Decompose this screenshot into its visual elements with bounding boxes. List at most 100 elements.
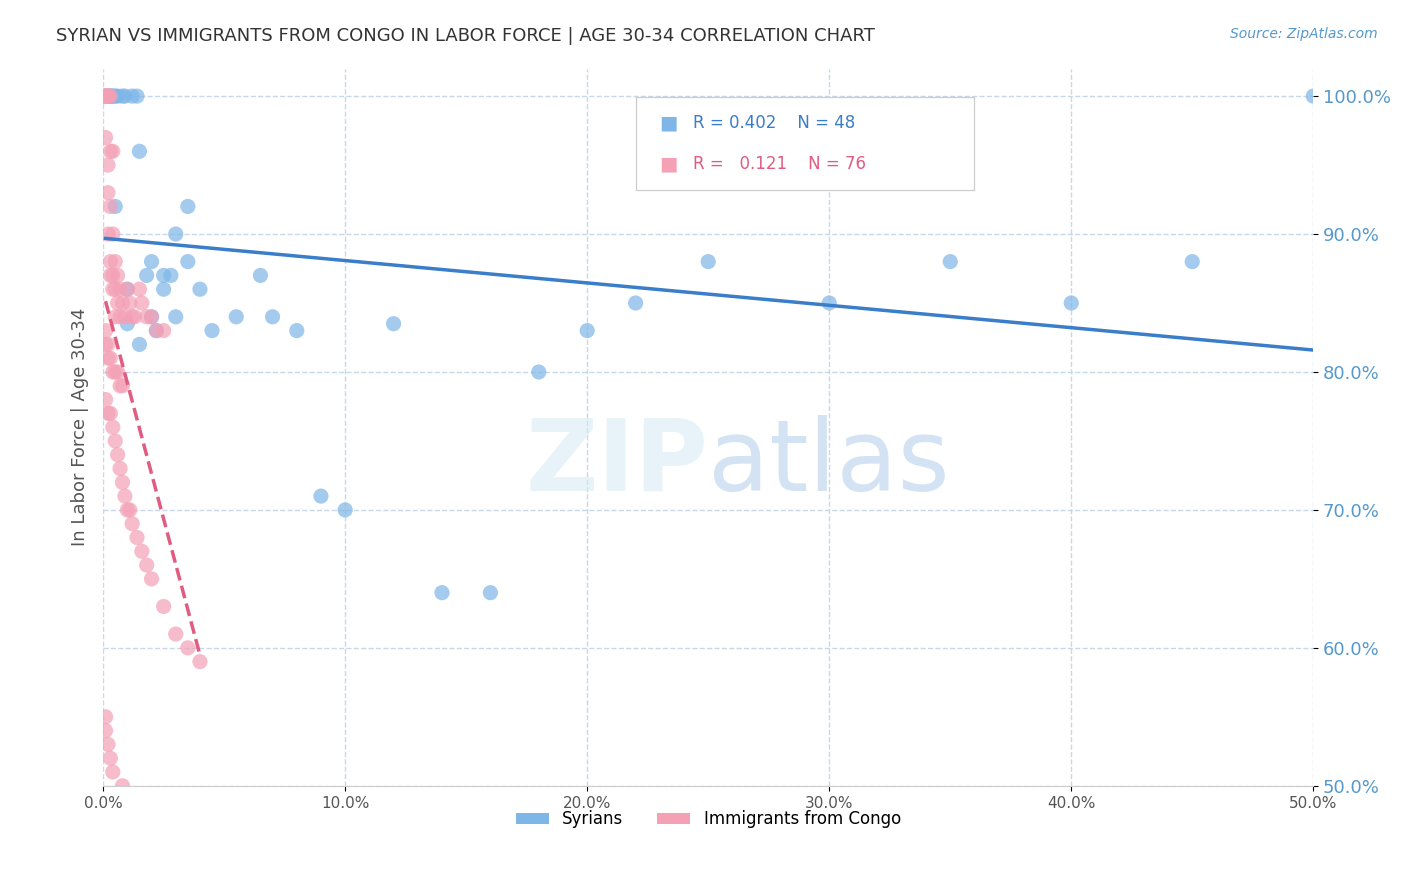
Point: [104, 310, 127, 324]
Point: [121, 516, 143, 531]
Point: [125, 531, 148, 545]
Point: [97, 89, 120, 103]
Point: [97, 227, 120, 241]
Point: [527, 365, 550, 379]
Point: [104, 89, 127, 103]
Point: [131, 296, 153, 310]
Point: [124, 310, 146, 324]
Point: [100, 145, 122, 159]
Point: [97, 186, 120, 200]
Point: [160, 268, 183, 283]
Point: [94, 89, 117, 103]
Point: [100, 751, 122, 765]
Point: [108, 310, 131, 324]
Point: [382, 317, 405, 331]
Point: [94, 89, 117, 103]
Text: SYRIAN VS IMMIGRANTS FROM CONGO IN LABOR FORCE | AGE 30-34 CORRELATION CHART: SYRIAN VS IMMIGRANTS FROM CONGO IN LABOR…: [56, 27, 875, 45]
Point: [177, 640, 200, 655]
Point: [97, 337, 120, 351]
Point: [141, 310, 163, 324]
Point: [94, 710, 117, 724]
Point: [107, 296, 129, 310]
Point: [108, 378, 131, 392]
Point: [479, 585, 502, 599]
Point: [225, 310, 247, 324]
Point: [262, 310, 284, 324]
Point: [128, 145, 150, 159]
Point: [111, 779, 134, 793]
Point: [939, 254, 962, 268]
Point: [697, 254, 720, 268]
Text: Source: ZipAtlas.com: Source: ZipAtlas.com: [1230, 27, 1378, 41]
Point: [141, 310, 163, 324]
Point: [430, 585, 453, 599]
Point: [108, 461, 131, 475]
Point: [104, 199, 127, 213]
Text: atlas: atlas: [709, 415, 950, 511]
Point: [104, 254, 127, 268]
Point: [100, 199, 122, 213]
Point: [100, 268, 122, 283]
Point: [152, 324, 174, 338]
Point: [107, 89, 129, 103]
Point: [100, 89, 122, 103]
Point: [107, 448, 129, 462]
Legend: Syrians, Immigrants from Congo: Syrians, Immigrants from Congo: [509, 804, 907, 835]
Point: [145, 324, 167, 338]
Point: [285, 324, 308, 338]
Point: [100, 351, 122, 366]
Point: [114, 89, 136, 103]
Point: [101, 145, 124, 159]
Point: [101, 764, 124, 779]
Point: [1181, 254, 1204, 268]
Point: [104, 365, 127, 379]
Point: [107, 365, 129, 379]
Point: [94, 130, 117, 145]
Point: [94, 723, 117, 738]
Point: [101, 268, 124, 283]
Point: [145, 324, 167, 338]
Point: [165, 627, 187, 641]
Point: [152, 599, 174, 614]
Point: [333, 503, 356, 517]
Point: [177, 254, 200, 268]
Text: ZIP: ZIP: [526, 415, 709, 511]
Point: [117, 282, 139, 296]
Point: [104, 434, 127, 448]
Point: [135, 310, 157, 324]
Point: [97, 738, 120, 752]
Point: [128, 337, 150, 351]
Point: [100, 89, 122, 103]
Point: [128, 282, 150, 296]
Point: [97, 406, 120, 420]
Point: [118, 296, 141, 310]
Point: [94, 392, 117, 407]
Point: [576, 324, 599, 338]
Point: [309, 489, 332, 503]
Point: [114, 489, 136, 503]
Point: [94, 89, 117, 103]
Point: [131, 544, 153, 558]
Point: [118, 503, 141, 517]
Point: [165, 310, 187, 324]
Point: [100, 89, 122, 103]
Point: [94, 324, 117, 338]
Point: [121, 89, 143, 103]
Point: [141, 572, 163, 586]
Point: [104, 282, 127, 296]
Point: [1302, 89, 1324, 103]
Point: [818, 296, 841, 310]
Point: [97, 351, 120, 366]
Point: [117, 282, 139, 296]
Point: [107, 268, 129, 283]
Point: [111, 296, 134, 310]
Point: [177, 199, 200, 213]
Point: [108, 282, 131, 296]
Point: [114, 310, 136, 324]
Point: [101, 365, 124, 379]
Point: [141, 254, 163, 268]
Point: [125, 89, 148, 103]
Point: [111, 378, 134, 392]
Point: [1060, 296, 1083, 310]
Point: [97, 89, 120, 103]
